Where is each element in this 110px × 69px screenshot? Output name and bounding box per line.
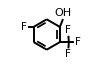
Text: F: F: [65, 25, 71, 35]
Text: F: F: [75, 37, 81, 47]
Text: F: F: [65, 49, 71, 59]
Text: OH: OH: [54, 8, 72, 18]
Text: F: F: [21, 22, 27, 32]
